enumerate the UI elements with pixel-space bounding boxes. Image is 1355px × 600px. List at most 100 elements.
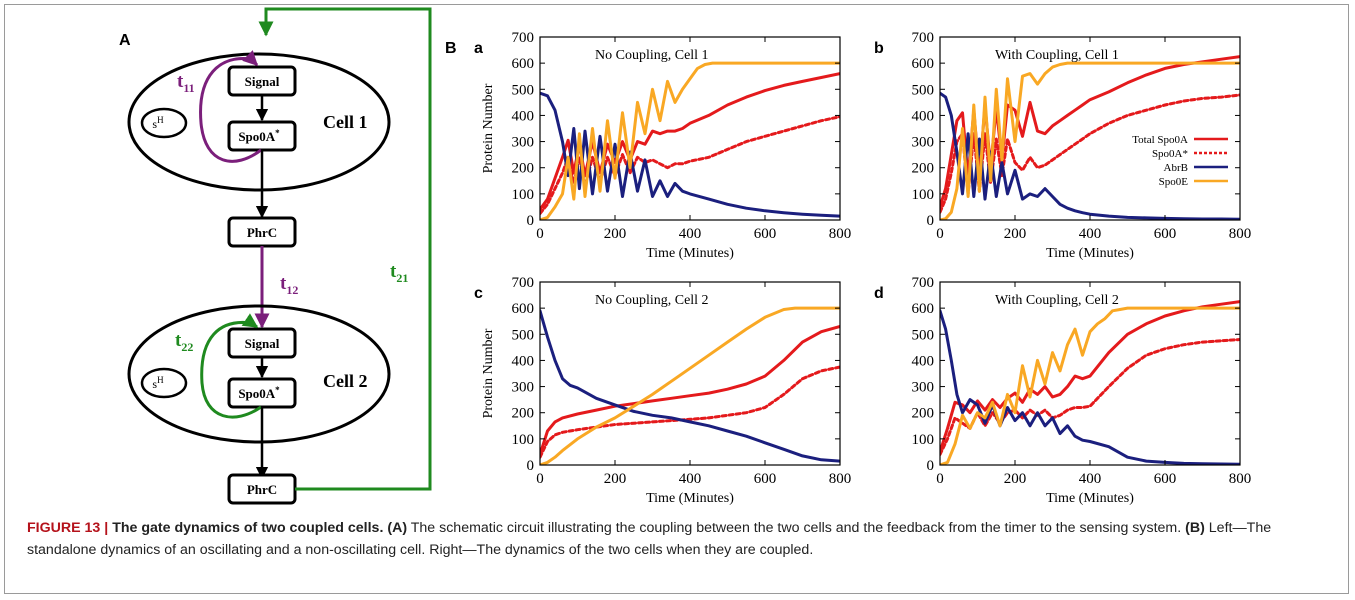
- y-tick-label: 300: [912, 135, 935, 151]
- chart-c-ylabel: Protein Number: [481, 328, 496, 418]
- chart-c-line-spo0a: [540, 365, 840, 459]
- chart-a-ylabel: Protein Number: [481, 83, 496, 173]
- chart-d-line-spo0a: [940, 338, 1240, 456]
- caption-part-b-label: (B): [1185, 520, 1205, 536]
- x-tick-label: 800: [829, 471, 852, 487]
- figure-caption: FIGURE 13 | The gate dynamics of two cou…: [27, 517, 1342, 561]
- chart-a-title: No Coupling, Cell 1: [595, 48, 709, 63]
- legend-entry-label: Spo0A*: [1152, 148, 1188, 160]
- x-tick-label: 600: [754, 226, 777, 242]
- cell2-spo0a-label: Spo0A*: [238, 385, 280, 401]
- y-tick-label: 300: [512, 380, 535, 396]
- legend-entry-label: AbrB: [1164, 162, 1188, 174]
- y-tick-label: 500: [912, 82, 935, 98]
- x-tick-label: 0: [536, 226, 544, 242]
- y-tick-label: 700: [912, 275, 935, 291]
- y-tick-label: 400: [512, 353, 535, 369]
- chart-b-title: With Coupling, Cell 1: [995, 48, 1119, 63]
- chart-d-sublabel: d: [874, 285, 884, 302]
- cell1-spo0a-label: Spo0A*: [238, 128, 280, 144]
- chart-c-line-abrb: [540, 309, 840, 463]
- y-tick-label: 600: [912, 301, 935, 317]
- x-tick-label: 600: [754, 471, 777, 487]
- chart-d-title: With Coupling, Cell 2: [995, 293, 1119, 308]
- y-tick-label: 0: [927, 213, 935, 229]
- caption-part-a-text: The schematic circuit illustrating the c…: [410, 520, 1182, 536]
- chart-c-series: [540, 306, 840, 465]
- y-tick-label: 400: [912, 108, 935, 124]
- chart-b-series: [940, 55, 1240, 220]
- x-tick-label: 800: [829, 226, 852, 242]
- chart-a: a 0 200 400 600 800 0 100 200 300 400 500 600 700 No C…: [474, 30, 851, 261]
- x-tick-label: 0: [936, 471, 944, 487]
- chart-b-legend: Total Spo0A Spo0A* AbrB Spo0E: [1132, 134, 1228, 188]
- cell1-sh-ellipse: [140, 107, 188, 139]
- x-tick-label: 0: [936, 226, 944, 242]
- x-tick-label: 600: [1154, 226, 1177, 242]
- x-tick-label: 800: [1229, 471, 1252, 487]
- phrc1-label: PhrC: [247, 225, 277, 240]
- chart-d-xlabel: Time (Minutes): [1046, 491, 1134, 505]
- x-tick-label: 400: [1079, 226, 1102, 242]
- t22-label: t22: [175, 330, 193, 354]
- y-tick-label: 200: [512, 406, 535, 422]
- y-tick-label: 0: [527, 213, 535, 229]
- y-tick-label: 500: [912, 327, 935, 343]
- cell2-signal-label: Signal: [245, 336, 280, 351]
- y-tick-label: 600: [912, 56, 935, 72]
- chart-b: b 0 200 400 600 800 0 100 200 300 400 500 600 700 With…: [874, 30, 1251, 261]
- cell1-ellipse: [127, 52, 391, 192]
- chart-c-line-total: [540, 324, 840, 456]
- y-tick-label: 700: [512, 30, 535, 46]
- x-tick-label: 200: [1004, 471, 1027, 487]
- chart-b-line-spo0e: [940, 61, 1240, 220]
- x-tick-label: 400: [679, 471, 702, 487]
- y-tick-label: 0: [927, 458, 935, 474]
- chart-a-line-spo0e: [540, 61, 840, 220]
- y-tick-label: 200: [512, 161, 535, 177]
- figure-graphic: A sH Signal Spo0A* Cell 1 t11 PhrC t12 s…: [119, 7, 1251, 505]
- cell2-ellipse: [127, 304, 391, 444]
- t21-label: t21: [390, 261, 408, 285]
- chart-c-xlabel: Time (Minutes): [646, 491, 734, 505]
- chart-c-sublabel: c: [474, 285, 483, 302]
- y-tick-label: 200: [912, 161, 935, 177]
- cell2-sh-ellipse: [140, 367, 188, 399]
- chart-d-line-spo0e: [940, 306, 1240, 465]
- x-tick-label: 400: [1079, 471, 1102, 487]
- chart-a-xlabel: Time (Minutes): [646, 246, 734, 261]
- y-tick-label: 700: [912, 30, 935, 46]
- y-tick-label: 100: [912, 432, 935, 448]
- t12-label: t12: [280, 273, 298, 297]
- panel-a-label: A: [119, 32, 131, 49]
- chart-a-line-abrb: [540, 91, 840, 218]
- phrc2-label: PhrC: [247, 482, 277, 497]
- cell2-sh-text: sH: [152, 375, 164, 391]
- t22-loop: [200, 313, 262, 419]
- chart-d-line-total: [940, 300, 1240, 454]
- y-tick-label: 100: [912, 187, 935, 203]
- chart-c: c 0 200 400 600 800 0 100 200 300 400 500 600 700 No C…: [474, 275, 851, 505]
- y-tick-label: 100: [512, 187, 535, 203]
- chart-a-series: [540, 61, 840, 220]
- caption-title: The gate dynamics of two coupled cells.: [112, 520, 384, 536]
- y-tick-label: 400: [512, 108, 535, 124]
- chart-a-line-total: [540, 72, 840, 211]
- caption-part-b-text: Left—The standalone dynamics of an oscil…: [27, 520, 1272, 558]
- panel-b-label: B: [445, 40, 457, 57]
- cell1-signal-label: Signal: [245, 74, 280, 89]
- x-tick-label: 200: [604, 226, 627, 242]
- chart-b-xlabel: Time (Minutes): [1046, 246, 1134, 261]
- caption-label: FIGURE 13 |: [27, 520, 109, 536]
- chart-a-sublabel: a: [474, 40, 483, 57]
- legend-entry-label: Spo0E: [1159, 176, 1189, 188]
- figure-frame: A sH Signal Spo0A* Cell 1 t11 PhrC t12 s…: [4, 4, 1349, 594]
- y-tick-label: 500: [512, 327, 535, 343]
- t11-loop: [199, 50, 262, 163]
- y-tick-label: 700: [512, 275, 535, 291]
- chart-d-line-abrb: [940, 309, 1240, 465]
- chart-c-title: No Coupling, Cell 2: [595, 293, 709, 308]
- chart-d: d 0 200 400 600 800 0 100 200 300 400 500 600 700 With…: [874, 275, 1251, 505]
- x-tick-label: 400: [679, 226, 702, 242]
- x-tick-label: 800: [1229, 226, 1252, 242]
